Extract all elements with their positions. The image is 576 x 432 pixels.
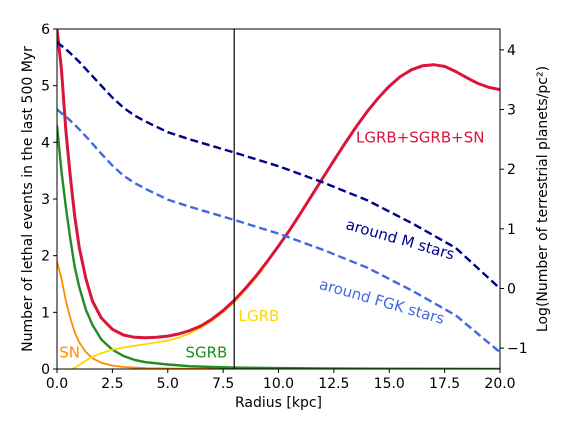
x-tick-label: 10.0 — [263, 376, 294, 392]
annotation-lgrb-sgrb-sn: LGRB+SGRB+SN — [356, 128, 484, 146]
right-y-tick-label: 4 — [507, 43, 516, 59]
left-y-tick-label: 3 — [41, 192, 50, 208]
annotation-sn: SN — [59, 344, 80, 362]
annotation-around-fgk-stars: around FGK stars — [317, 275, 446, 328]
annotation-lgrb: LGRB — [239, 307, 280, 325]
left-y-tick-label: 5 — [41, 79, 50, 95]
x-tick-label: 17.5 — [429, 376, 460, 392]
series-line-around-m-stars — [57, 41, 500, 290]
x-axis-label: Radius [kpc] — [235, 395, 322, 411]
x-tick-label: 15.0 — [374, 376, 405, 392]
right-y-tick-label: 1 — [507, 222, 516, 238]
x-axis-ticks: 0.0 2.5 5.0 7.5 10.0 12.5 15.0 17.5 20.0 — [46, 369, 516, 392]
right-y-tick-label: 3 — [507, 103, 516, 119]
right-y-axis-label: Log(Number of terrestrial planets/pc²) — [535, 66, 551, 332]
right-y-tick-label: 2 — [507, 162, 516, 178]
left-y-tick-label: 4 — [41, 135, 50, 151]
x-tick-label: 12.5 — [318, 376, 349, 392]
x-tick-label: 7.5 — [212, 376, 234, 392]
series-line-sgrb — [57, 125, 500, 369]
right-y-axis-ticks: −1 0 1 2 3 4 — [500, 43, 528, 357]
right-y-tick-label: −1 — [507, 341, 528, 357]
series-line-around-fgk-stars — [57, 108, 500, 354]
x-tick-label: 20.0 — [484, 376, 515, 392]
left-y-tick-label: 0 — [41, 362, 50, 378]
left-y-tick-label: 6 — [41, 22, 50, 38]
left-y-axis-label: Number of lethal events in the last 500 … — [20, 46, 36, 352]
right-y-tick-label: 0 — [507, 281, 516, 297]
left-y-axis-ticks: 0 1 2 3 4 5 6 — [41, 22, 57, 378]
annotation-sgrb: SGRB — [185, 344, 227, 362]
plot-lines — [57, 29, 500, 369]
x-tick-label: 2.5 — [101, 376, 123, 392]
left-y-tick-label: 1 — [41, 305, 50, 321]
series-line-lgrb-sgrb-sn — [57, 29, 500, 340]
left-y-tick-label: 2 — [41, 249, 50, 265]
x-tick-label: 5.0 — [157, 376, 179, 392]
x-tick-label: 0.0 — [46, 376, 68, 392]
